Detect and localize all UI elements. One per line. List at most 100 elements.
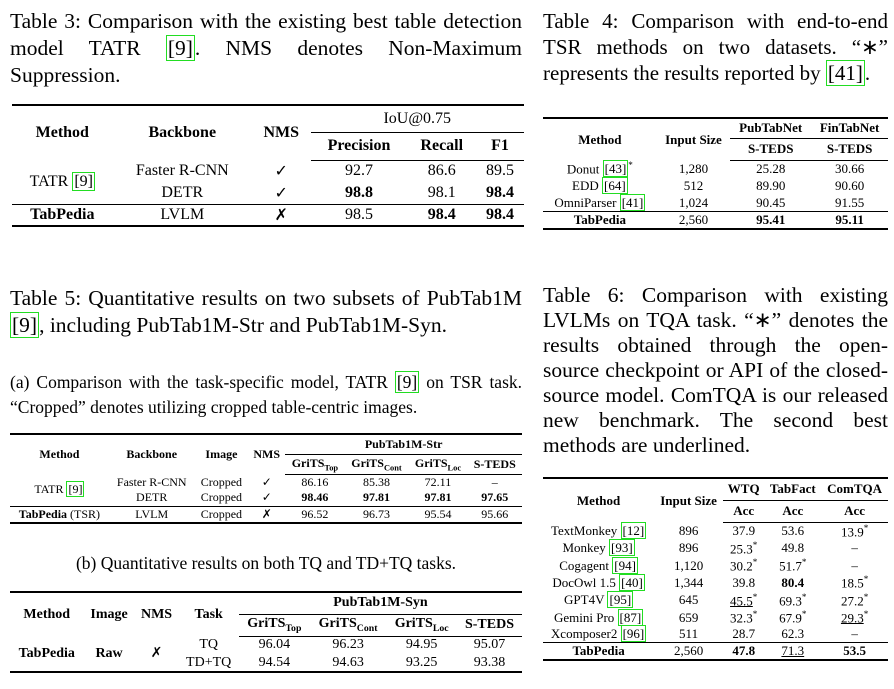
table-cell: 45.5* xyxy=(723,592,764,609)
text: 1,280 xyxy=(678,160,709,176)
table-cell: 2,560 xyxy=(654,643,723,661)
table-cell: 511 xyxy=(654,626,723,643)
table-group: TATR [9] Faster R-CNN Cropped ✓ 86.16 85.38 72… xyxy=(10,474,522,506)
text: ✓ xyxy=(261,490,272,505)
table-cell: ✗ xyxy=(248,506,285,523)
text: EDD xyxy=(572,177,602,193)
table-row: DocOwl 1.5 [40] 1,344 39.8 80.4 18.5* xyxy=(543,574,888,592)
text: Cogagent xyxy=(559,557,613,573)
text: 96.73 xyxy=(362,506,390,521)
text: 93.38 xyxy=(473,654,506,670)
text: GriTS xyxy=(394,616,433,632)
table-cell: TATR [9] xyxy=(10,474,109,506)
text: NMS xyxy=(263,124,299,141)
text: Loc xyxy=(447,463,462,473)
th: GriTSLoc xyxy=(408,454,468,475)
table-cell: – xyxy=(821,626,888,643)
text: 95.66 xyxy=(481,506,509,521)
table-cell: 28.7 xyxy=(723,626,764,643)
text: Method xyxy=(576,492,621,508)
table-cell: 95.41 xyxy=(730,211,811,229)
table-wrap: Method Backbone Image NMS PubTab1M-Str GriTS… xyxy=(10,433,522,524)
text: 512 xyxy=(683,177,704,193)
text: Raw xyxy=(95,645,123,661)
text: Method xyxy=(35,124,89,141)
text: 89.90 xyxy=(756,177,786,193)
text: * xyxy=(752,539,758,550)
subcaption: (b) Quantitative results on both TQ and … xyxy=(10,553,522,574)
table-cell: 96.52 xyxy=(285,506,344,523)
table-cell: 1,344 xyxy=(654,574,723,591)
text: Input Size xyxy=(665,131,722,147)
table-cell: ✓ xyxy=(252,160,311,182)
text: Table 5: Quantitative results on two sub… xyxy=(10,286,522,310)
table-cell: 13.9* xyxy=(821,522,888,540)
text: . xyxy=(864,61,871,85)
table-group: Donut [43] * 1,280 25.28 30.66 EDD [64] 512 89.… xyxy=(543,160,888,211)
th: NMS xyxy=(134,591,179,636)
table-cell: 89.5 xyxy=(476,160,524,182)
text: , including PubTab1M-Str and PubTab1M-Sy… xyxy=(39,313,447,337)
th: NMS xyxy=(248,433,286,474)
text: Loc xyxy=(432,622,449,634)
text: Image xyxy=(205,447,238,461)
text: FinTabNet xyxy=(819,120,880,136)
text: 92.7 xyxy=(344,162,373,180)
text: * xyxy=(752,609,758,620)
table-cell: 97.65 xyxy=(468,490,522,506)
table-cell: 89.90 xyxy=(730,177,811,194)
text: Cropped xyxy=(200,474,243,489)
table-cell: 93.38 xyxy=(457,654,522,672)
text: 95.54 xyxy=(424,506,452,521)
text: (a) Comparison with the task-specific mo… xyxy=(10,372,395,392)
text: 27.2 xyxy=(840,593,864,609)
text: Cont xyxy=(356,622,378,634)
table-cell: 37.9 xyxy=(723,522,764,540)
text: * xyxy=(863,574,869,585)
text: * xyxy=(752,591,758,602)
table-cell: Monkey [93] xyxy=(543,539,654,557)
text: Image xyxy=(90,606,128,622)
text: Table 4: Comparison with end-to-end TSR … xyxy=(543,9,888,85)
table-cell: 98.8 xyxy=(311,182,408,204)
table-cell: TextMonkey [12] xyxy=(543,521,654,540)
table-cell: TATR [9] xyxy=(12,160,113,204)
table-group: TATR [9] Faster R-CNN ✓ 92.7 86.6 89.5 DETR ✓ 98… xyxy=(12,160,524,204)
table-cell: 96.73 xyxy=(345,506,409,523)
table-cell: – xyxy=(821,540,888,557)
table-cell: 97.81 xyxy=(345,490,409,506)
table-row: DETR ✓ 98.8 98.1 98.4 xyxy=(12,182,524,204)
table-row: TabPedia 2,560 95.41 95.11 xyxy=(543,211,888,229)
table-wrap: Method Input Size WTQ TabFact ComTQA Acc Acc A… xyxy=(543,477,888,662)
text: TabPedia xyxy=(572,643,625,659)
text: Precision xyxy=(327,137,391,154)
text: 2,560 xyxy=(678,211,709,227)
text: 98.1 xyxy=(427,183,456,201)
table-row: TATR [9] Faster R-CNN Cropped ✓ 86.16 85.38 72… xyxy=(10,474,522,498)
text: * xyxy=(801,557,807,568)
text: Acc xyxy=(733,503,755,518)
table-cell: 30.2* xyxy=(723,557,764,574)
text: 98.4 xyxy=(427,205,456,223)
text: S-TEDS xyxy=(473,456,516,471)
table-cell: 53.6 xyxy=(764,522,821,540)
text: S-TEDS xyxy=(747,141,794,156)
text: 32.3 xyxy=(730,610,753,626)
table-cell: 86.6 xyxy=(407,160,476,182)
text: TD+TQ xyxy=(186,654,232,670)
table-cell: Cropped xyxy=(195,506,249,523)
table-cell: GPT4V [95] xyxy=(543,591,654,609)
th: Method xyxy=(10,433,109,474)
text: ✓ xyxy=(274,163,288,180)
text: 30.2 xyxy=(730,558,753,574)
table-row: TabPedia Raw ✗ TQ 96.04 96.23 94.95 95.07 xyxy=(10,636,522,661)
text: 511 xyxy=(679,626,699,642)
text: Acc xyxy=(782,503,804,518)
citation: [93] xyxy=(609,539,635,557)
text: 53.6 xyxy=(781,523,805,539)
text: Method xyxy=(23,606,71,622)
text: ✗ xyxy=(150,646,163,661)
text: – xyxy=(851,557,858,573)
table-cell: ✗ xyxy=(252,204,311,226)
text: 2,560 xyxy=(673,643,704,659)
